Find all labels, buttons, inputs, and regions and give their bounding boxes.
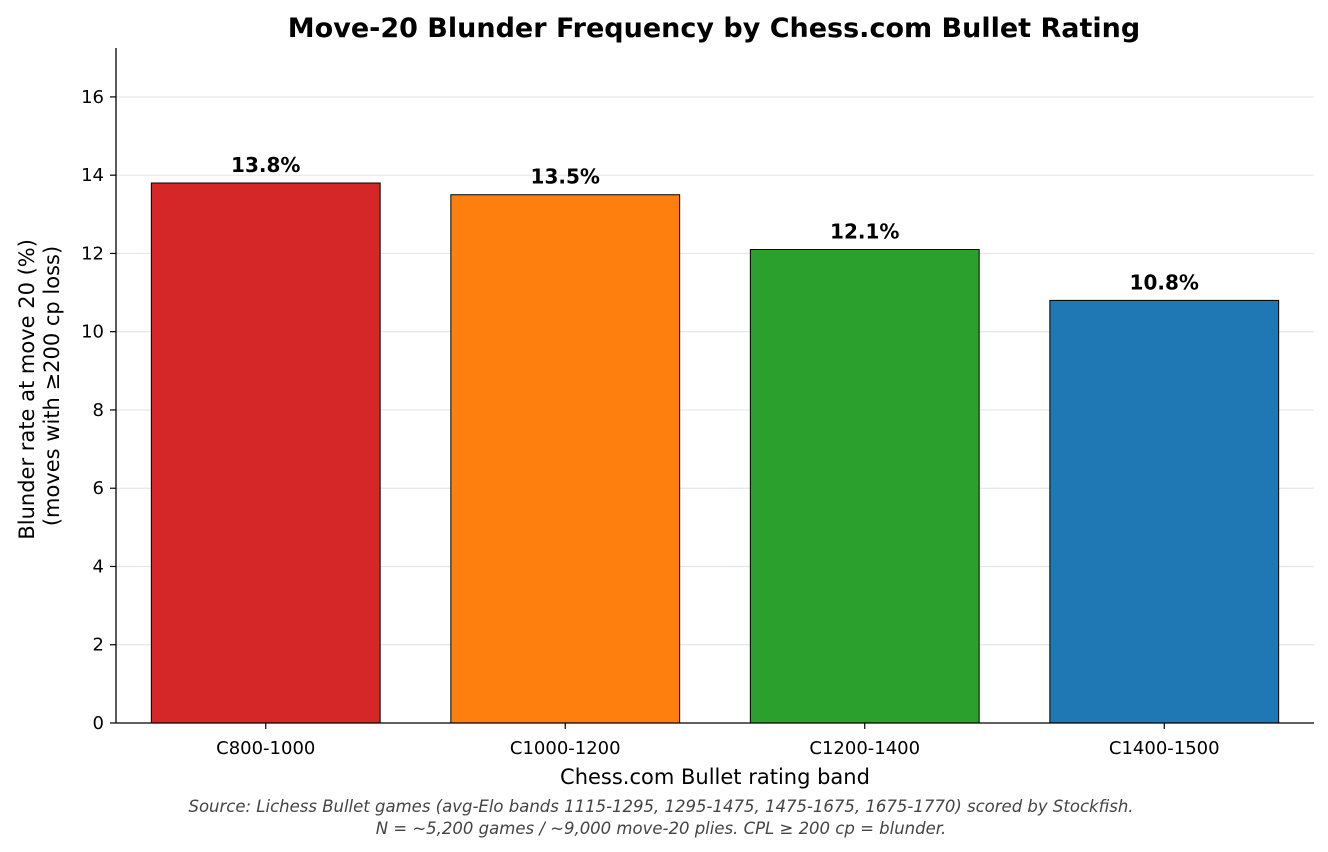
y-tick-label: 6 [93, 478, 104, 499]
y-tick-label: 0 [93, 713, 104, 734]
x-axis-label: Chess.com Bullet rating band [560, 765, 870, 789]
data-labels: 13.8% 13.5% 12.1% 10.8% [231, 153, 1199, 294]
x-tick-label-C1200-1400: C1200-1400 [809, 738, 920, 759]
chart-title: Move-20 Blunder Frequency by Chess.com B… [288, 13, 1140, 44]
bar-C1400-1500 [1049, 299, 1280, 724]
y-tick-label: 8 [93, 400, 104, 421]
x-ticks: C800-1000 C1000-1200 C1200-1400 C1400-1500 [216, 723, 1220, 759]
data-label-C1000-1200: 13.5% [531, 165, 600, 189]
x-tick-label-C800-1000: C800-1000 [216, 738, 315, 759]
footnote-line-2: N = ~5,200 games / ~9,000 move-20 plies.… [376, 819, 947, 838]
footnote-line-1: Source: Lichess Bullet games (avg-Elo ba… [188, 797, 1133, 816]
y-ticks: 0 2 4 6 8 10 12 14 16 [81, 87, 116, 734]
x-tick-label-C1400-1500: C1400-1500 [1109, 738, 1220, 759]
y-tick-label: 16 [81, 87, 104, 108]
bars [150, 182, 1280, 724]
bar-C800-1000 [150, 182, 381, 724]
y-tick-label: 10 [81, 322, 104, 343]
y-tick-label: 2 [93, 635, 104, 656]
y-axis-label-line-1: Blunder rate at move 20 (%) [15, 239, 39, 540]
y-axis-label: Blunder rate at move 20 (%) (moves with … [15, 232, 64, 539]
y-tick-label: 14 [81, 165, 104, 186]
y-axis-label-line-2: (moves with ≥200 cp loss) [40, 246, 64, 526]
data-label-C800-1000: 13.8% [231, 153, 300, 177]
y-tick-label: 12 [81, 243, 104, 264]
bar-C1200-1400 [749, 249, 980, 724]
bar-C1000-1200 [450, 194, 681, 724]
x-tick-label-C1000-1200: C1000-1200 [510, 738, 621, 759]
data-label-C1200-1400: 12.1% [830, 220, 899, 244]
data-label-C1400-1500: 10.8% [1130, 270, 1199, 294]
y-tick-label: 4 [93, 556, 104, 577]
